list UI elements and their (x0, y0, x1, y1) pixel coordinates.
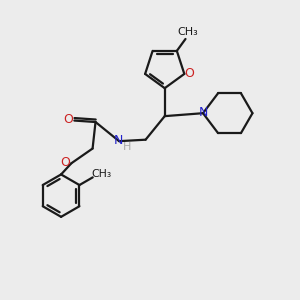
Text: O: O (185, 68, 195, 80)
Text: O: O (61, 156, 70, 169)
Text: N: N (113, 134, 123, 147)
Text: O: O (64, 113, 74, 127)
Text: H: H (123, 142, 131, 152)
Text: N: N (198, 106, 208, 119)
Text: CH₃: CH₃ (92, 169, 112, 179)
Text: CH₃: CH₃ (178, 28, 198, 38)
